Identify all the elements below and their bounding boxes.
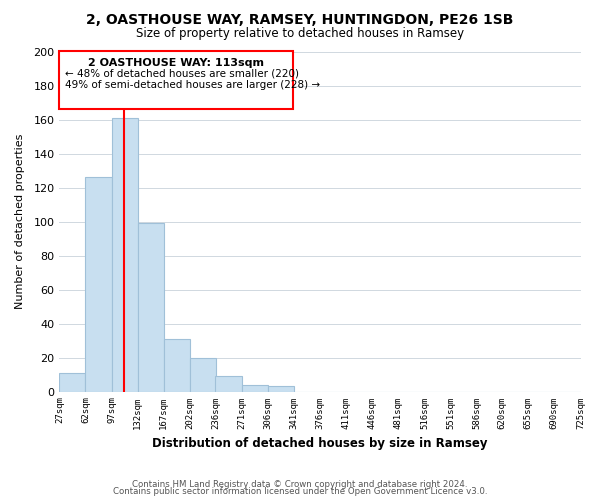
Bar [164, 339, 190, 392]
Y-axis label: Number of detached properties: Number of detached properties [15, 134, 25, 309]
Text: Size of property relative to detached houses in Ramsey: Size of property relative to detached ho… [136, 28, 464, 40]
Bar [85, 178, 112, 392]
Bar [242, 385, 268, 392]
Text: 2, OASTHOUSE WAY, RAMSEY, HUNTINGDON, PE26 1SB: 2, OASTHOUSE WAY, RAMSEY, HUNTINGDON, PE… [86, 12, 514, 26]
Bar [59, 52, 293, 110]
Bar [112, 118, 138, 392]
Text: Contains public sector information licensed under the Open Government Licence v3: Contains public sector information licen… [113, 487, 487, 496]
X-axis label: Distribution of detached houses by size in Ramsey: Distribution of detached houses by size … [152, 437, 488, 450]
Text: Contains HM Land Registry data © Crown copyright and database right 2024.: Contains HM Land Registry data © Crown c… [132, 480, 468, 489]
Text: 49% of semi-detached houses are larger (228) →: 49% of semi-detached houses are larger (… [65, 80, 320, 90]
Bar [190, 358, 216, 392]
Bar [138, 223, 164, 392]
Text: 2 OASTHOUSE WAY: 113sqm: 2 OASTHOUSE WAY: 113sqm [88, 58, 264, 68]
Bar [215, 376, 242, 392]
Text: ← 48% of detached houses are smaller (220): ← 48% of detached houses are smaller (22… [65, 68, 299, 78]
Bar [59, 373, 85, 392]
Bar [268, 386, 294, 392]
